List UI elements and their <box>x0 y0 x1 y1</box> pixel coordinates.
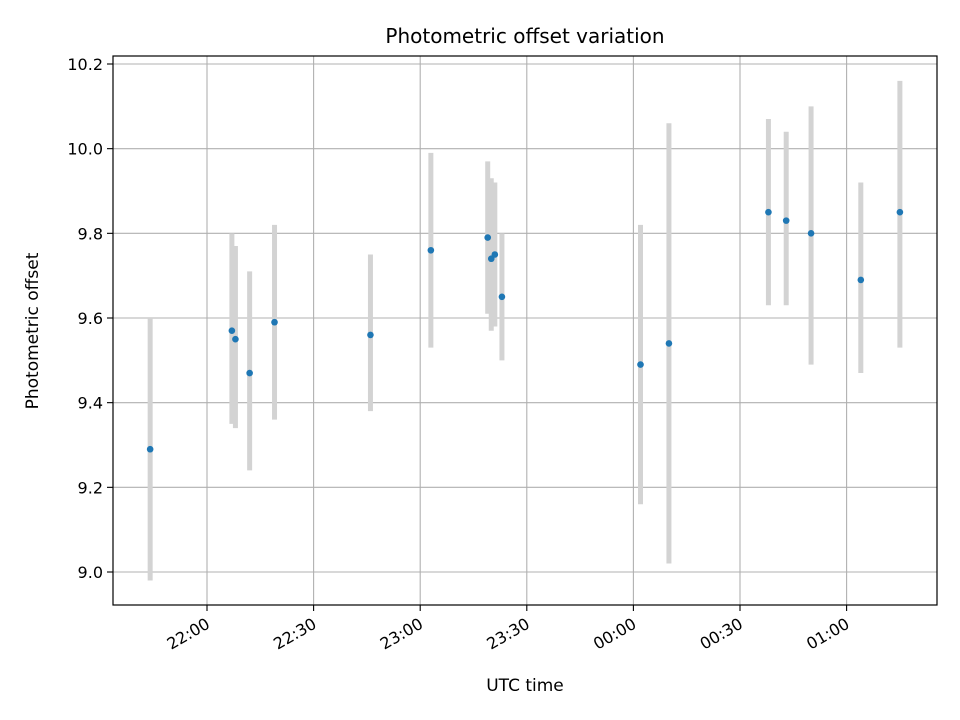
data-point <box>637 361 644 368</box>
data-point <box>146 445 154 453</box>
data-point <box>857 276 865 284</box>
y-tick-label: 9.2 <box>78 478 103 497</box>
y-axis: 9.0 9.2 9.4 9.6 9.8 10.0 10.2 <box>67 55 113 582</box>
y-tick-label: 9.4 <box>78 394 103 413</box>
y-axis-label: Photometric offset <box>23 252 43 409</box>
data-point <box>367 331 374 339</box>
grid <box>113 56 937 605</box>
data-point <box>228 327 236 335</box>
data-point <box>782 217 790 224</box>
data-point <box>246 369 253 377</box>
data-point <box>232 335 239 343</box>
data-point <box>807 230 815 237</box>
y-tick-label: 9.0 <box>78 563 103 582</box>
chart-title: Photometric offset variation <box>385 24 664 48</box>
data-point <box>765 208 772 216</box>
data-point <box>491 251 499 258</box>
y-tick-label: 9.8 <box>78 224 103 243</box>
x-axis-label: UTC time <box>486 676 564 696</box>
y-tick-label: 10.0 <box>67 140 103 159</box>
data-point <box>498 293 506 301</box>
data-points <box>146 208 904 453</box>
y-tick-label: 9.6 <box>78 309 103 328</box>
y-tick-label: 10.2 <box>67 55 103 74</box>
data-point <box>427 246 435 254</box>
data-point <box>896 208 904 216</box>
data-point <box>665 340 673 347</box>
data-point <box>484 234 492 241</box>
data-point <box>271 318 278 326</box>
plot-frame <box>112 55 938 606</box>
